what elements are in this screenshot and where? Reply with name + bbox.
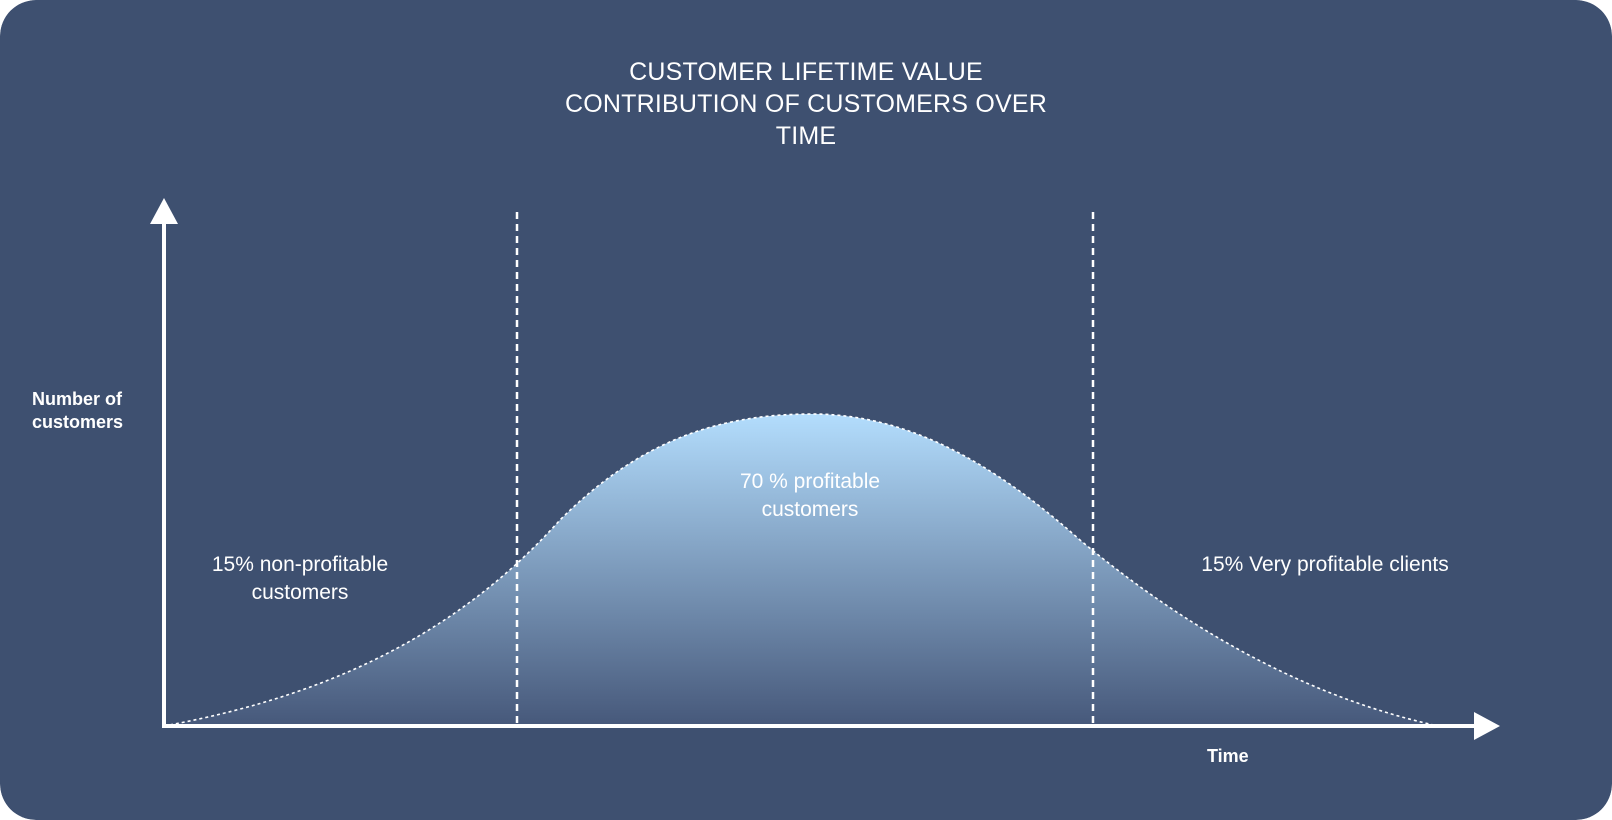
x-axis-label: Time: [1207, 746, 1249, 766]
segment-label-profitable: 70 % profitable customers: [690, 468, 930, 524]
title-line-3: TIME: [775, 122, 837, 150]
segment-left-line-2: customers: [251, 581, 349, 604]
title-line-1: CUSTOMER LIFETIME VALUE: [629, 58, 983, 86]
title-line-2: CONTRIBUTION OF CUSTOMERS OVER: [565, 90, 1047, 118]
segment-middle-line-2: customers: [761, 498, 859, 521]
bell-curve-outline: [163, 413, 1439, 727]
y-axis-label: Number of customers: [32, 388, 123, 434]
bell-curve-area: [164, 414, 1438, 726]
segment-label-very-profitable: 15% Very profitable clients: [1160, 551, 1490, 579]
segment-right-line-1: 15% Very profitable clients: [1201, 553, 1449, 576]
x-axis-arrowhead: [1474, 712, 1500, 740]
segment-middle-line-1: 70 % profitable: [739, 470, 881, 493]
segment-label-non-profitable: 15% non-profitable customers: [180, 551, 420, 607]
y-axis-arrowhead: [150, 198, 178, 224]
segment-left-line-1: 15% non-profitable: [211, 553, 389, 576]
y-axis-label-line-1: Number of: [32, 389, 122, 409]
diagram-title: CUSTOMER LIFETIME VALUE CONTRIBUTION OF …: [506, 56, 1106, 152]
y-axis-label-line-2: customers: [32, 412, 124, 432]
